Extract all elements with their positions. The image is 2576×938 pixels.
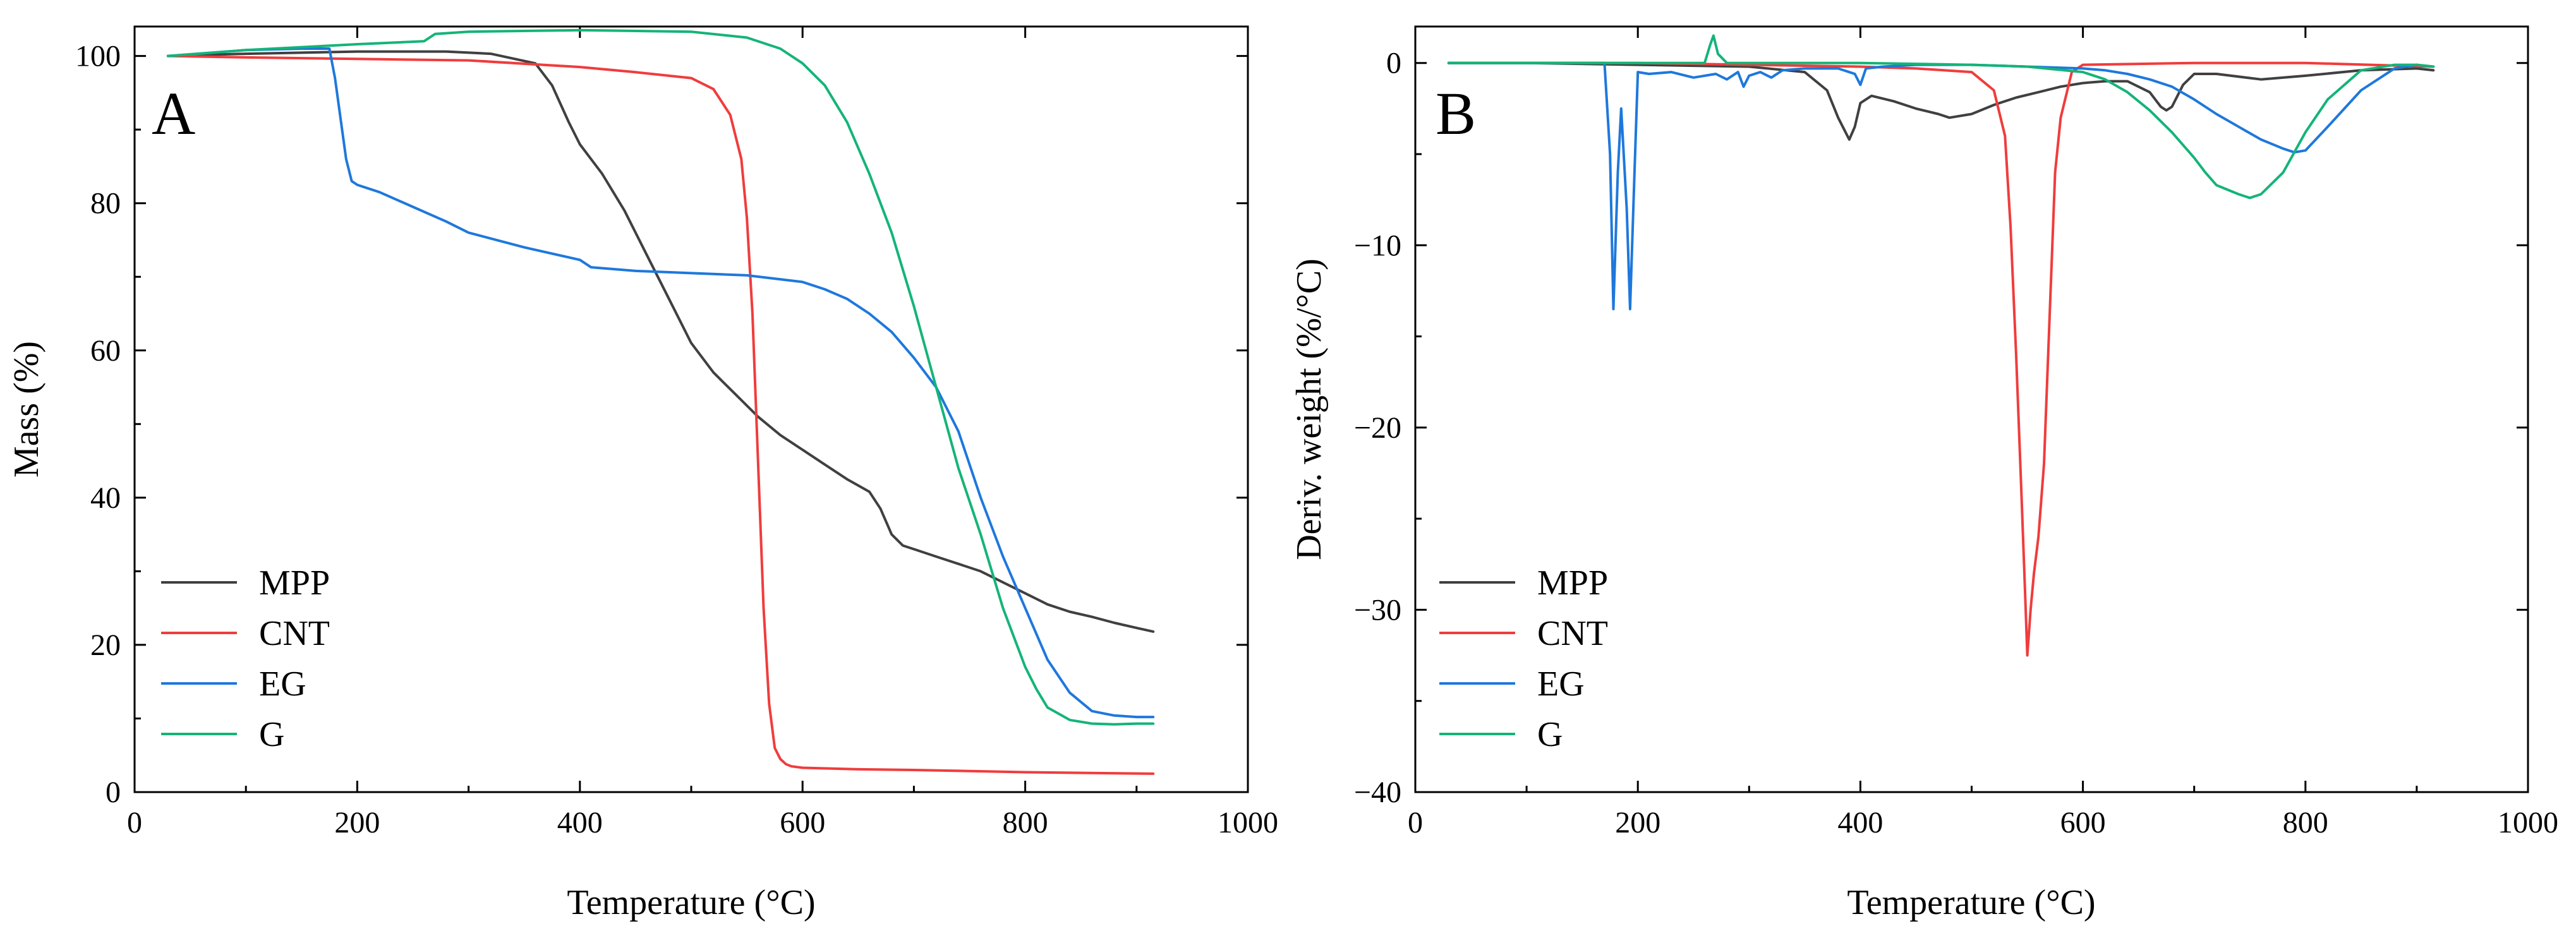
legend-label-mpp: MPP <box>259 563 330 603</box>
legend-label-g: G <box>259 715 284 754</box>
x-tick-label: 1000 <box>1218 806 1278 839</box>
panel-b-letter: B <box>1436 80 1476 147</box>
panel-b-derivative-chart: B 0 200 400 600 800 1000 0 −10 −20 −30 −40 Tempera… <box>1290 25 2558 922</box>
series-line-mpp <box>1447 61 2435 141</box>
panel-a-ticks: 0 200 400 600 800 1000 0 20 40 60 80 100 <box>75 27 1278 839</box>
legend-label-g: G <box>1537 715 1563 754</box>
y-tick-label: −30 <box>1354 593 1401 627</box>
panel-a-series-lines <box>166 28 1155 775</box>
y-tick-label: −40 <box>1354 776 1401 809</box>
series-line-eg <box>1447 61 2435 311</box>
panel-b-x-axis-title: Temperature (°C) <box>1847 883 2095 922</box>
x-tick-label: 0 <box>127 806 142 839</box>
legend-label-eg: EG <box>259 664 306 704</box>
x-tick-label: 800 <box>1003 806 1048 839</box>
legend-label-eg: EG <box>1537 664 1585 704</box>
panel-a-x-axis-title: Temperature (°C) <box>567 883 815 922</box>
series-line-eg <box>166 47 1155 719</box>
y-tick-label: 100 <box>75 40 121 73</box>
x-tick-label: 400 <box>1837 806 1883 839</box>
y-tick-label: 0 <box>106 776 121 809</box>
legend-label-cnt: CNT <box>1537 614 1608 653</box>
x-tick-label: 400 <box>557 806 603 839</box>
x-tick-label: 1000 <box>2498 806 2558 839</box>
series-line-g <box>166 28 1155 726</box>
panel-a-y-axis-title: Mass (%) <box>7 341 46 478</box>
y-tick-label: 40 <box>90 481 121 515</box>
series-line-cnt <box>166 54 1155 775</box>
y-tick-label: −20 <box>1354 411 1401 445</box>
y-tick-label: 0 <box>1386 47 1401 80</box>
panel-b-y-axis-title: Deriv. weight (%/°C) <box>1290 258 1329 560</box>
legend-label-cnt: CNT <box>259 614 330 653</box>
y-tick-label: 80 <box>90 187 121 220</box>
panel-b-legend: MPP CNT EG G <box>1439 563 1608 754</box>
y-tick-label: 60 <box>90 334 121 368</box>
panel-a-legend: MPP CNT EG G <box>161 563 330 754</box>
panel-b-series-lines <box>1447 34 2435 657</box>
y-tick-label: 20 <box>90 628 121 662</box>
x-tick-label: 800 <box>2283 806 2328 839</box>
panel-a-letter: A <box>152 80 195 147</box>
x-tick-label: 600 <box>780 806 825 839</box>
x-tick-label: 200 <box>1615 806 1660 839</box>
x-tick-label: 200 <box>334 806 380 839</box>
panel-a-mass-chart: A 0 200 400 600 800 1000 0 20 40 60 80 100 Temperat… <box>7 25 1278 922</box>
legend-label-mpp: MPP <box>1537 563 1608 603</box>
x-tick-label: 600 <box>2060 806 2106 839</box>
y-tick-label: −10 <box>1354 229 1401 262</box>
panel-b-ticks: 0 200 400 600 800 1000 0 −10 −20 −30 −40 <box>1354 27 2558 839</box>
series-line-mpp <box>166 50 1155 633</box>
x-tick-label: 0 <box>1408 806 1423 839</box>
series-line-g <box>1447 34 2435 200</box>
